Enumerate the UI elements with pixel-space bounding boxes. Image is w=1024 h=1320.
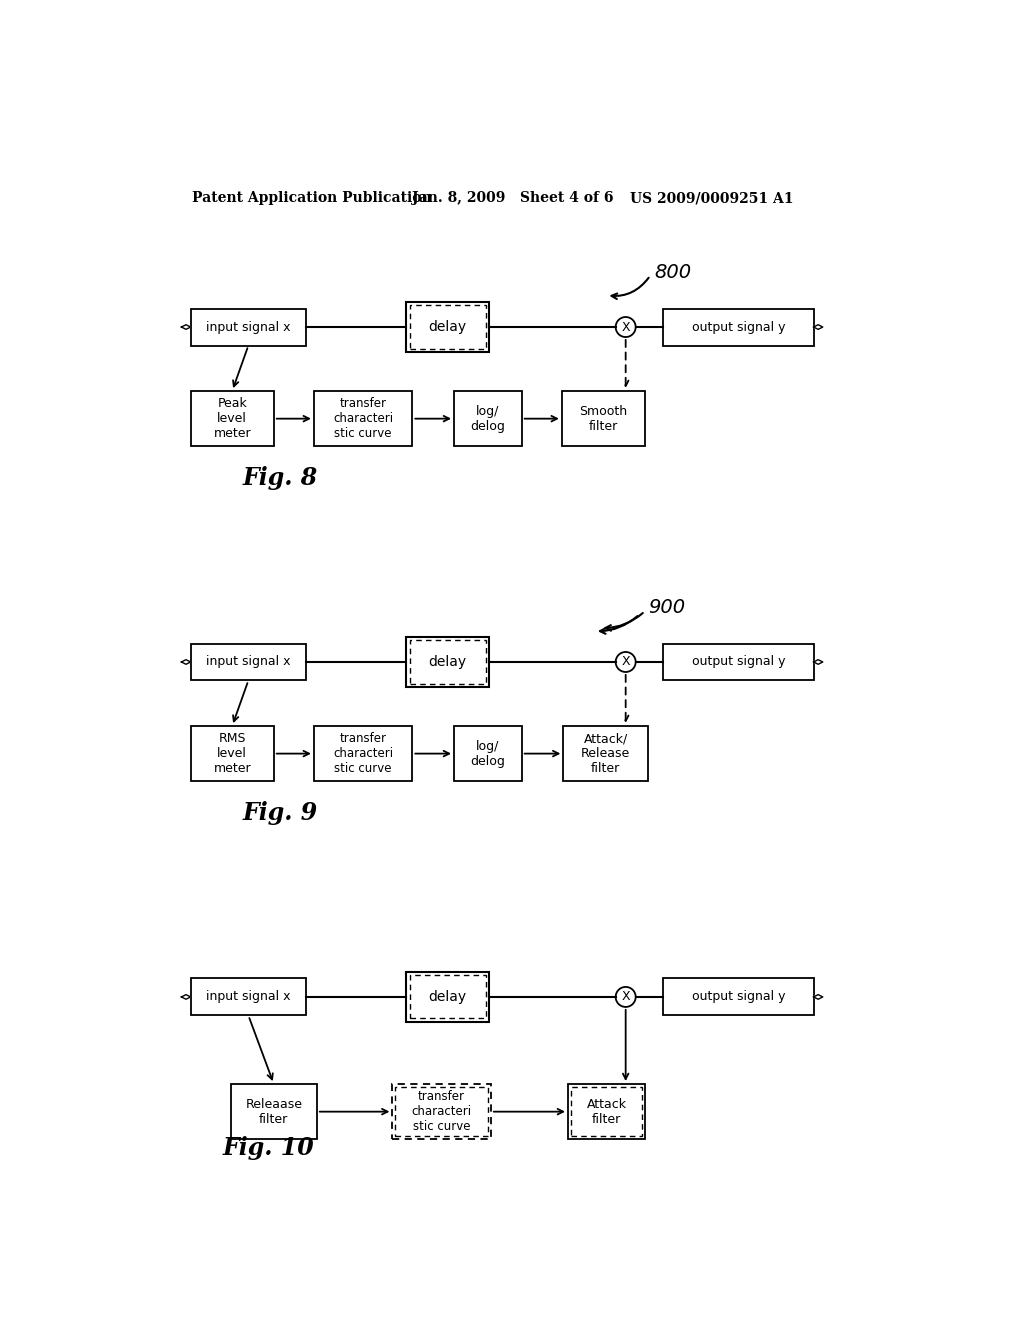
Text: Smooth
filter: Smooth filter bbox=[580, 405, 628, 433]
Text: Fig. 9: Fig. 9 bbox=[243, 801, 317, 825]
Text: Attack
filter: Attack filter bbox=[587, 1098, 627, 1126]
Text: Jan. 8, 2009   Sheet 4 of 6: Jan. 8, 2009 Sheet 4 of 6 bbox=[412, 191, 613, 206]
Text: input signal x: input signal x bbox=[206, 321, 291, 334]
Polygon shape bbox=[813, 325, 823, 330]
Text: 800: 800 bbox=[654, 263, 691, 282]
Polygon shape bbox=[813, 660, 823, 664]
Bar bbox=[407, 302, 489, 352]
Text: 900: 900 bbox=[648, 598, 685, 616]
Text: Fig. 10: Fig. 10 bbox=[223, 1135, 314, 1160]
Text: delay: delay bbox=[429, 319, 467, 334]
Text: US 2009/0009251 A1: US 2009/0009251 A1 bbox=[630, 191, 793, 206]
Bar bbox=[407, 972, 489, 1022]
Bar bbox=[392, 1084, 490, 1139]
Bar bbox=[568, 1084, 645, 1139]
Text: X: X bbox=[622, 321, 630, 334]
Polygon shape bbox=[181, 995, 190, 999]
Text: transfer
characteri
stic curve: transfer characteri stic curve bbox=[333, 733, 393, 775]
Text: output signal y: output signal y bbox=[692, 656, 785, 668]
Bar bbox=[230, 1084, 316, 1139]
Bar bbox=[664, 644, 813, 681]
Text: X: X bbox=[622, 990, 630, 1003]
Bar bbox=[664, 309, 813, 346]
Text: Releaase
filter: Releaase filter bbox=[246, 1098, 302, 1126]
Bar bbox=[454, 726, 521, 781]
Polygon shape bbox=[813, 995, 823, 999]
Text: Patent Application Publication: Patent Application Publication bbox=[193, 191, 432, 206]
Bar bbox=[571, 1088, 642, 1137]
Bar bbox=[410, 305, 485, 348]
Text: Attack/
Release
filter: Attack/ Release filter bbox=[581, 733, 631, 775]
Bar bbox=[190, 391, 273, 446]
Text: transfer
characteri
stic curve: transfer characteri stic curve bbox=[412, 1090, 472, 1133]
Bar bbox=[410, 975, 485, 1019]
Bar bbox=[410, 640, 485, 684]
Bar bbox=[664, 978, 813, 1015]
Text: delay: delay bbox=[429, 990, 467, 1005]
Text: log/
delog: log/ delog bbox=[470, 739, 505, 768]
Bar bbox=[454, 391, 521, 446]
Bar bbox=[190, 726, 273, 781]
Bar bbox=[395, 1088, 487, 1137]
Polygon shape bbox=[181, 325, 190, 330]
Text: X: X bbox=[622, 656, 630, 668]
Bar bbox=[313, 726, 413, 781]
Bar bbox=[407, 636, 489, 688]
Text: log/
delog: log/ delog bbox=[470, 405, 505, 433]
Bar bbox=[190, 309, 306, 346]
Polygon shape bbox=[181, 660, 190, 664]
Text: output signal y: output signal y bbox=[692, 990, 785, 1003]
Bar bbox=[190, 978, 306, 1015]
Bar bbox=[190, 644, 306, 681]
Text: RMS
level
meter: RMS level meter bbox=[213, 733, 251, 775]
Bar bbox=[562, 391, 645, 446]
Bar bbox=[313, 391, 413, 446]
Text: delay: delay bbox=[429, 655, 467, 669]
Text: Fig. 8: Fig. 8 bbox=[243, 466, 317, 490]
Text: Peak
level
meter: Peak level meter bbox=[213, 397, 251, 440]
Bar bbox=[563, 726, 648, 781]
Text: input signal x: input signal x bbox=[206, 656, 291, 668]
Text: transfer
characteri
stic curve: transfer characteri stic curve bbox=[333, 397, 393, 440]
Text: input signal x: input signal x bbox=[206, 990, 291, 1003]
Text: output signal y: output signal y bbox=[692, 321, 785, 334]
